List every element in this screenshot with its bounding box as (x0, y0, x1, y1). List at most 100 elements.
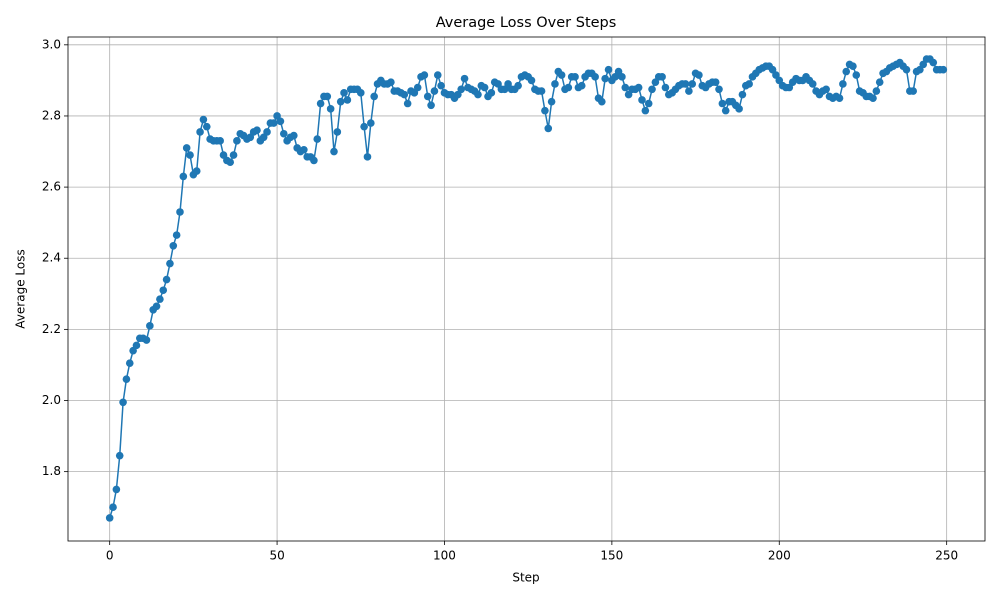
data-point (423, 92, 432, 101)
data-point (571, 73, 579, 81)
x-axis-label: Step (512, 571, 539, 585)
chart-title: Average Loss Over Steps (436, 15, 617, 31)
data-point (132, 341, 141, 350)
data-point (300, 145, 308, 154)
data-point (142, 336, 151, 344)
data-point (370, 92, 378, 101)
data-point (437, 81, 445, 90)
data-point (658, 73, 666, 81)
data-point (661, 83, 670, 92)
data-point (330, 147, 338, 156)
data-point (196, 128, 204, 136)
data-point (634, 83, 643, 92)
data-point (323, 92, 332, 101)
data-point (715, 85, 723, 94)
data-point (711, 78, 720, 86)
data-point (537, 87, 546, 95)
data-point (430, 87, 439, 95)
data-point (125, 359, 134, 367)
data-point (152, 302, 161, 311)
data-point (564, 83, 573, 92)
data-point (387, 78, 395, 86)
data-point (420, 71, 429, 79)
axes-frame (67, 36, 986, 542)
data-point (433, 71, 442, 79)
data-point (544, 124, 553, 133)
data-point (122, 375, 131, 383)
data-point (263, 128, 271, 136)
data-point (460, 74, 469, 83)
data-point (872, 87, 881, 95)
data-point (808, 80, 817, 88)
data-point (186, 151, 194, 159)
data-point (146, 322, 154, 330)
data-point (648, 85, 656, 94)
data-point (162, 275, 171, 284)
data-point (363, 153, 372, 161)
data-point (276, 117, 285, 126)
data-point (939, 65, 948, 74)
data-point (427, 101, 435, 110)
data-point (618, 73, 626, 81)
data-point (487, 89, 496, 97)
data-point (169, 241, 178, 250)
data-point (105, 514, 114, 522)
data-point (356, 89, 365, 97)
data-point (541, 106, 549, 115)
data-point (875, 78, 884, 86)
data-point (290, 131, 298, 140)
data-point (822, 85, 830, 94)
data-point (604, 65, 613, 74)
y-axis-label: Average Loss (14, 249, 28, 328)
data-point (360, 122, 368, 131)
data-point (253, 126, 261, 134)
data-point (849, 62, 857, 70)
x-tick-label: 0 (106, 549, 114, 563)
data-point (641, 106, 650, 115)
data-point (233, 137, 241, 145)
data-point (735, 105, 743, 113)
x-tick-label: 250 (935, 549, 958, 563)
data-point (119, 398, 127, 407)
y-tick-label: 2.6 (42, 180, 61, 194)
y-tick-label: 1.8 (42, 464, 61, 478)
data-point (474, 90, 482, 99)
data-point (179, 172, 188, 181)
data-point (480, 83, 489, 92)
data-point (109, 503, 117, 512)
data-point (159, 286, 168, 295)
x-tick-label: 50 (269, 549, 284, 563)
x-tick-label: 150 (600, 549, 623, 563)
data-point (557, 71, 566, 79)
data-point (216, 137, 224, 145)
data-point (688, 80, 697, 88)
data-point (577, 81, 586, 90)
data-point (333, 128, 342, 136)
x-tick-label: 200 (768, 549, 791, 563)
data-point (112, 485, 121, 494)
data-point (514, 81, 522, 90)
data-point (192, 167, 201, 175)
data-point (869, 94, 877, 102)
data-point (457, 85, 466, 94)
data-point (229, 151, 238, 159)
data-point (413, 83, 422, 92)
data-point (644, 99, 653, 108)
data-point (202, 122, 211, 131)
data-point (313, 135, 322, 143)
y-tick-label: 2.0 (42, 393, 61, 407)
plot-area (105, 55, 948, 522)
data-point (638, 96, 646, 104)
y-tick-label: 2.4 (42, 251, 61, 265)
data-point (551, 80, 559, 88)
data-point (326, 105, 335, 113)
data-point (400, 90, 409, 99)
data-point (718, 99, 727, 108)
data-point (902, 65, 911, 74)
data-point (310, 156, 318, 165)
data-point (591, 73, 599, 81)
data-point (279, 129, 288, 138)
data-point (226, 158, 235, 166)
data-point (839, 80, 847, 88)
